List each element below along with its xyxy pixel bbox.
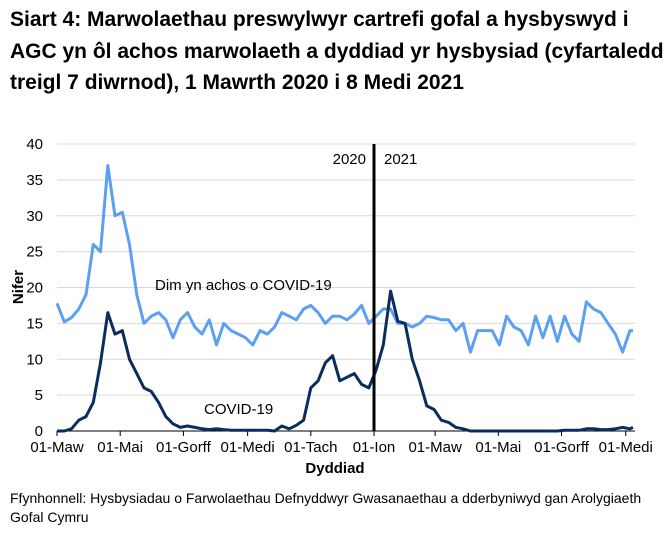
y-tick-label: 25: [26, 244, 43, 261]
y-tick-label: 5: [35, 387, 43, 404]
source-note: Ffynhonnell: Hysbysiadau o Farwolaethau …: [10, 490, 642, 525]
y-tick-label: 0: [35, 423, 43, 440]
y-tick-label: 35: [26, 172, 43, 189]
y-tick-label: 15: [26, 315, 43, 332]
series-label-covid: COVID-19: [204, 401, 273, 418]
series-line-non-covid: [55, 164, 633, 354]
chart-title: Siart 4: Marwolaethau preswylwyr cartref…: [10, 8, 664, 94]
x-tick-label: 01-Gorff: [534, 439, 590, 456]
x-tick-label: 01-Gorff: [156, 439, 212, 456]
year-label-2020: 2020: [333, 151, 366, 168]
x-tick-label: 01-Medi: [599, 439, 653, 456]
series-line-covid: [57, 289, 634, 433]
year-label-2021: 2021: [384, 151, 417, 168]
x-tick-label: 01-Ion: [353, 439, 396, 456]
gridlines: [57, 143, 635, 396]
x-axis-title: Dyddiad: [305, 460, 364, 477]
x-tick-label: 01-Mai: [475, 439, 521, 456]
y-axis-title: Nifer: [10, 270, 27, 304]
x-tick-label: 01-Mai: [97, 439, 143, 456]
x-tick-label: 01-Maw: [30, 439, 84, 456]
series-label-non-covid: Dim yn achos o COVID-19: [155, 277, 332, 294]
x-tick-label: 01-Tach: [284, 439, 337, 456]
series-lines: [55, 164, 634, 433]
x-axis-ticks: 01-Maw 01-Mai 01-Gorff 01-Medi 01-Tach 01-Ion…: [30, 430, 653, 456]
y-tick-label: 40: [26, 136, 43, 153]
x-tick-label: 01-Medi: [221, 439, 275, 456]
y-axis-ticks: 0 5 10 15 20 25 30 35 40: [26, 136, 43, 440]
y-tick-label: 20: [26, 280, 43, 297]
y-tick-label: 10: [26, 351, 43, 368]
y-tick-label: 30: [26, 208, 43, 225]
x-tick-label: 01-Maw: [408, 439, 462, 456]
